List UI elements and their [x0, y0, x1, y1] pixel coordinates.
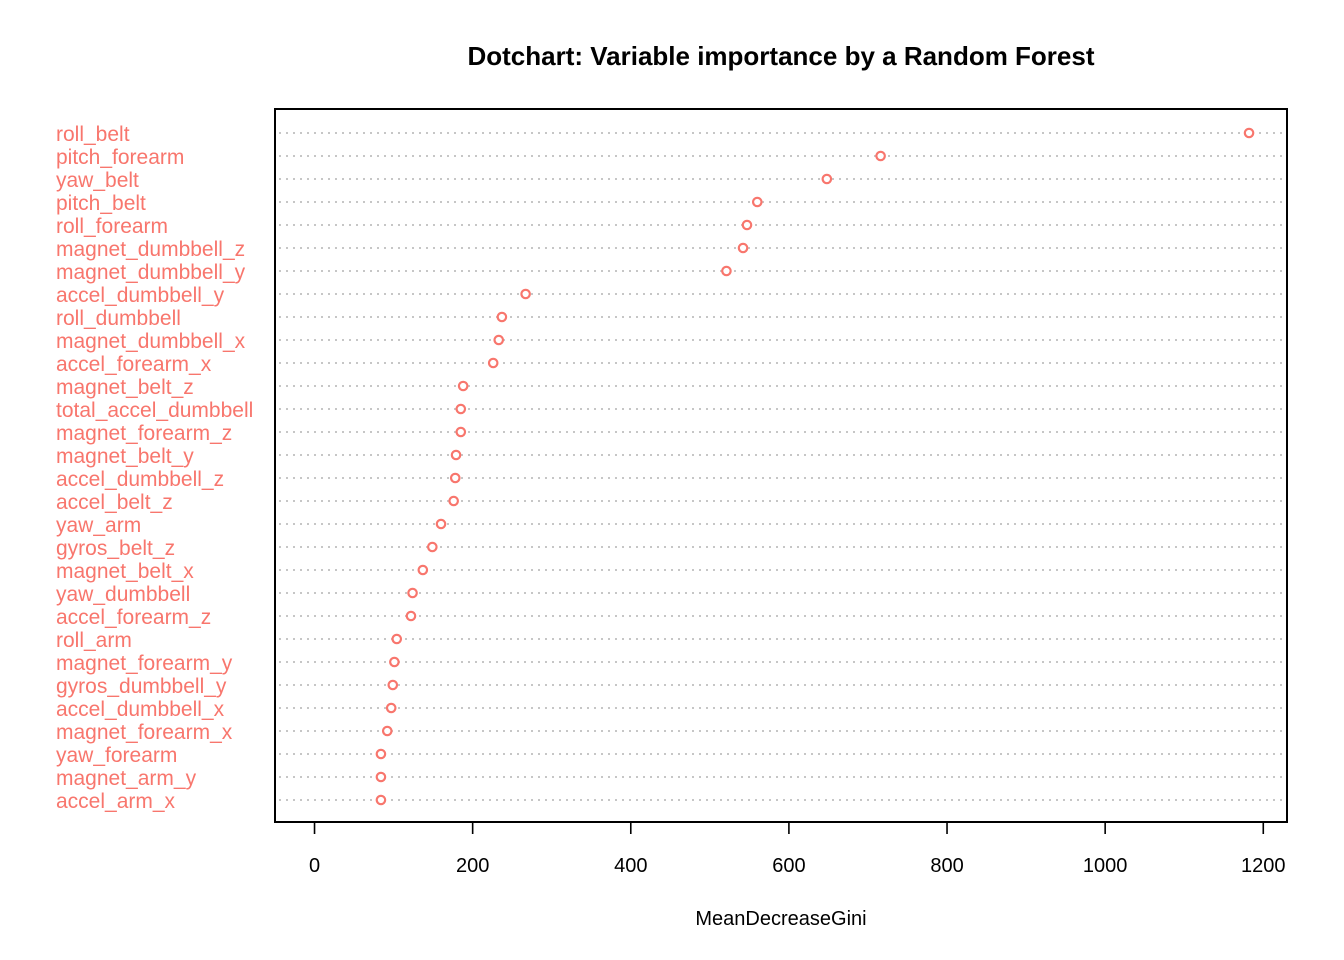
x-tick-label: 600 — [772, 855, 805, 877]
data-point — [405, 610, 417, 622]
variable-label: pitch_forearm — [56, 146, 184, 169]
variable-label: magnet_dumbbell_x — [56, 330, 246, 353]
data-point — [375, 771, 387, 783]
variable-label: accel_forearm_z — [56, 606, 211, 629]
variable-label: magnet_belt_y — [56, 445, 194, 468]
data-point — [493, 334, 505, 346]
variable-label: accel_forearm_x — [56, 353, 212, 376]
data-point — [821, 173, 833, 185]
plot-frame — [274, 108, 1288, 823]
variable-label: yaw_dumbbell — [56, 583, 190, 606]
variable-label: accel_dumbbell_z — [56, 468, 224, 491]
data-point — [455, 403, 467, 415]
guide-lines — [279, 132, 1283, 801]
data-point — [1243, 127, 1255, 139]
data-point — [751, 196, 763, 208]
data-point — [449, 472, 461, 484]
variable-label: magnet_dumbbell_z — [56, 238, 245, 261]
x-tick-label: 400 — [614, 855, 647, 877]
data-point — [496, 311, 508, 323]
variable-label: accel_dumbbell_x — [56, 698, 225, 721]
data-point — [741, 219, 753, 231]
variable-label: total_accel_dumbbell — [56, 399, 253, 422]
variable-label: roll_dumbbell — [56, 307, 181, 330]
variable-label: accel_belt_z — [56, 491, 173, 514]
variable-label: yaw_arm — [56, 514, 141, 537]
x-tick-label: 200 — [456, 855, 489, 877]
data-point — [375, 794, 387, 806]
data-point — [448, 495, 459, 507]
data-point — [375, 748, 387, 760]
variable-label: magnet_forearm_y — [56, 652, 233, 675]
x-tick-label: 1200 — [1241, 855, 1286, 877]
variable-label: magnet_dumbbell_y — [56, 261, 246, 284]
variable-labels: roll_beltpitch_forearmyaw_beltpitch_belt… — [56, 123, 253, 813]
x-tick-label: 1000 — [1083, 855, 1128, 877]
variable-label: yaw_belt — [56, 169, 139, 192]
data-point — [455, 426, 467, 438]
variable-label: magnet_arm_y — [56, 767, 197, 790]
variable-label: magnet_forearm_x — [56, 721, 233, 744]
variable-label: magnet_belt_x — [56, 560, 194, 583]
variable-label: yaw_forearm — [56, 744, 177, 767]
x-axis-title: MeanDecreaseGini — [695, 908, 866, 930]
data-point — [737, 242, 749, 254]
x-tick-label: 0 — [309, 855, 320, 877]
data-point — [407, 587, 418, 599]
data-points — [375, 127, 1255, 806]
data-point — [487, 357, 499, 369]
variable-label: gyros_belt_z — [56, 537, 175, 560]
data-point — [387, 679, 399, 691]
chart-title: Dotchart: Variable importance by a Rando… — [467, 41, 1094, 71]
data-point — [385, 702, 397, 714]
data-point — [417, 564, 429, 576]
variable-label: roll_belt — [56, 123, 130, 146]
variable-label: magnet_belt_z — [56, 376, 194, 399]
data-point — [457, 380, 469, 392]
x-axis: 0 200 400 600 800 1000 1200 — [309, 821, 1286, 877]
data-point — [381, 725, 393, 737]
data-point — [520, 288, 531, 300]
variable-label: magnet_forearm_z — [56, 422, 232, 445]
x-tick-label: 800 — [930, 855, 963, 877]
variable-label: accel_dumbbell_y — [56, 284, 225, 307]
data-point — [721, 265, 732, 277]
variable-label: roll_arm — [56, 629, 132, 652]
data-point — [391, 633, 403, 645]
data-point — [389, 656, 400, 668]
data-point — [875, 150, 886, 162]
data-point — [427, 541, 438, 553]
data-point — [435, 518, 447, 530]
variable-label: pitch_belt — [56, 192, 146, 215]
variable-label: roll_forearm — [56, 215, 168, 238]
variable-label: accel_arm_x — [56, 790, 176, 813]
variable-label: gyros_dumbbell_y — [56, 675, 227, 698]
data-point — [450, 449, 462, 461]
